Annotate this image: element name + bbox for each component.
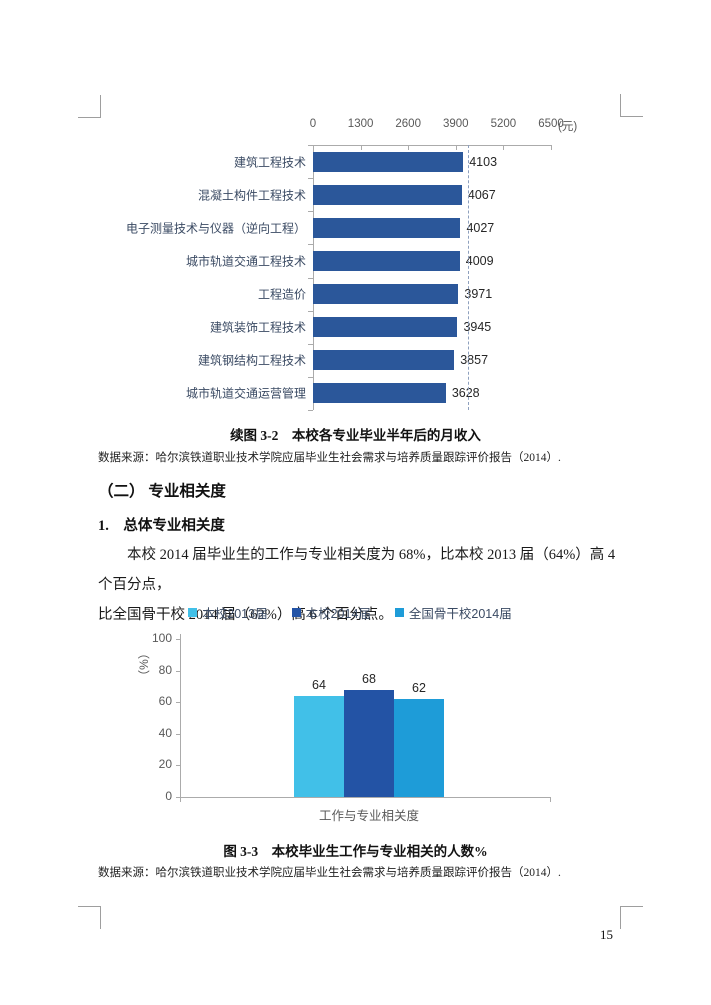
category-label: 建筑装饰工程技术 [209,320,306,335]
y-axis-tick [176,639,180,640]
crop-mark-bottom-right-icon [620,906,643,929]
income-bar [313,383,446,404]
section-subheading: 1. 总体专业相关度 [98,518,225,534]
y-axis-tick [308,310,313,312]
body-paragraph: 本校 2014 届毕业生的工作与专业相关度为 68%，比本校 2013 届（64… [98,540,618,630]
bar-value-label: 3971 [464,287,493,302]
crop-mark-bottom-left-icon [78,906,101,929]
relevance-legend: 本校2013届 本校2014届 全国骨干校2014届 [120,603,580,622]
income-bar [313,217,461,238]
legend-swatch-icon [394,608,404,617]
income-bar [313,350,455,371]
x-axis-tick-label: 3900 [443,118,469,130]
x-axis-tick [408,145,410,150]
income-chart-y-axis-line [313,145,314,410]
bar-value-label: 64 [312,677,326,692]
page-number: 15 [600,927,613,942]
category-label: 城市轨道交通运营管理 [185,386,306,401]
crop-mark-top-right-icon [620,94,643,117]
x-axis-tick [551,145,552,150]
x-axis-tick-label: 5200 [490,118,517,130]
income-bar [313,151,464,172]
relevance-x-axis-end-tick [550,798,551,802]
income-bar [313,317,458,338]
income-chart-unit-label: (元) [558,121,578,133]
bar-value-label: 4009 [465,253,494,268]
paragraph-line-2: 比全国骨干校 2014 届（62%）高 6 个百分点。 [98,607,393,623]
y-axis-tick-label: 0 [165,789,172,803]
y-axis-tick [308,211,313,213]
y-axis-tick [176,702,180,704]
y-axis-tick-label: 100 [151,631,172,645]
y-axis-tick [308,376,313,378]
y-axis-tick-label: 80 [158,662,172,677]
category-label: 城市轨道交通工程技术 [185,254,306,269]
bar-value-label: 4103 [469,154,498,169]
relevance-x-axis-line [180,797,551,798]
bar-value-label: 3945 [463,320,492,335]
bar-value-label: 68 [362,671,376,686]
category-label: 混凝土构件工程技术 [197,188,306,203]
legend-label: 全国骨干校2014届 [408,607,512,621]
y-axis-tick [176,797,180,798]
income-chart-x-axis-line [313,145,551,146]
x-axis-tick [503,145,505,150]
income-bar [313,184,462,205]
legend-label: 本校2014届 [305,607,371,621]
y-axis-tick-label: 40 [158,725,172,740]
figure2-caption: 图 3-3 本校毕业生工作与专业相关的人数% [223,844,488,859]
income-bar [313,284,459,305]
paragraph-line-1: 本校 2014 届毕业生的工作与专业相关度为 68%，比本校 2013 届（64… [98,547,616,593]
x-axis-tick [455,145,457,150]
relevance-category-label: 工作与专业相关度 [318,809,419,823]
legend-item: 本校2014届 [291,603,371,622]
category-label: 工程造价 [257,287,306,302]
bar-value-label: 3857 [460,353,489,368]
legend-item: 本校2013届 [188,603,268,622]
y-axis-tick [308,244,313,246]
y-axis-tick [176,670,180,672]
category-label: 电子测量技术与仪器（逆向工程） [125,221,306,236]
relevance-bar [344,689,394,797]
x-axis-tick-label: 2600 [395,118,421,130]
crop-mark-top-left-icon [78,95,101,118]
category-label: 建筑工程技术 [233,155,306,170]
relevance-bar [294,695,344,797]
bar-value-label: 62 [412,681,426,696]
x-axis-tick [313,145,314,150]
bar-value-label: 3628 [451,386,480,401]
figure1-caption: 续图 3-2 本校各专业毕业半年后的月收入 [230,428,481,443]
bar-value-label: 4067 [467,187,496,202]
figure2-source: 数据来源：哈尔滨铁道职业技术学院应届毕业生社会需求与培养质量跟踪评价报告（201… [98,867,561,879]
x-axis-tick-label: 6500 [538,118,564,130]
y-axis-tick [176,733,180,735]
reference-line [467,145,469,410]
y-axis-tick [308,145,313,146]
section-heading: （二） 专业相关度 [98,483,226,500]
y-axis-tick-label: 20 [158,757,172,772]
y-axis-tick [308,410,313,411]
y-axis-tick [308,343,313,345]
relevance-y-axis-line [180,634,181,797]
y-axis-tick-label: 60 [158,694,172,709]
x-axis-tick [360,145,362,150]
legend-swatch-icon [188,608,198,617]
legend-swatch-icon [291,608,301,617]
x-axis-tick-label: 0 [309,118,317,130]
y-axis-tick [308,178,313,180]
legend-item: 全国骨干校2014届 [394,603,512,622]
category-label: 建筑钢结构工程技术 [197,353,306,368]
relevance-bar [394,699,444,797]
bar-value-label: 4027 [466,220,495,235]
relevance-x-axis-end-tick [180,798,181,802]
income-chart: (元) 0 1300 2600 3900 5200 6500 建筑工程技术 4103 混凝土构件… [98,116,598,416]
y-axis-tick [308,277,313,279]
y-axis-tick [176,765,180,767]
figure1-source: 数据来源：哈尔滨铁道职业技术学院应届毕业生社会需求与培养质量跟踪评价报告（201… [98,452,561,464]
legend-label: 本校2013届 [202,607,268,621]
x-axis-tick-label: 1300 [347,118,374,130]
income-bar [313,250,460,271]
